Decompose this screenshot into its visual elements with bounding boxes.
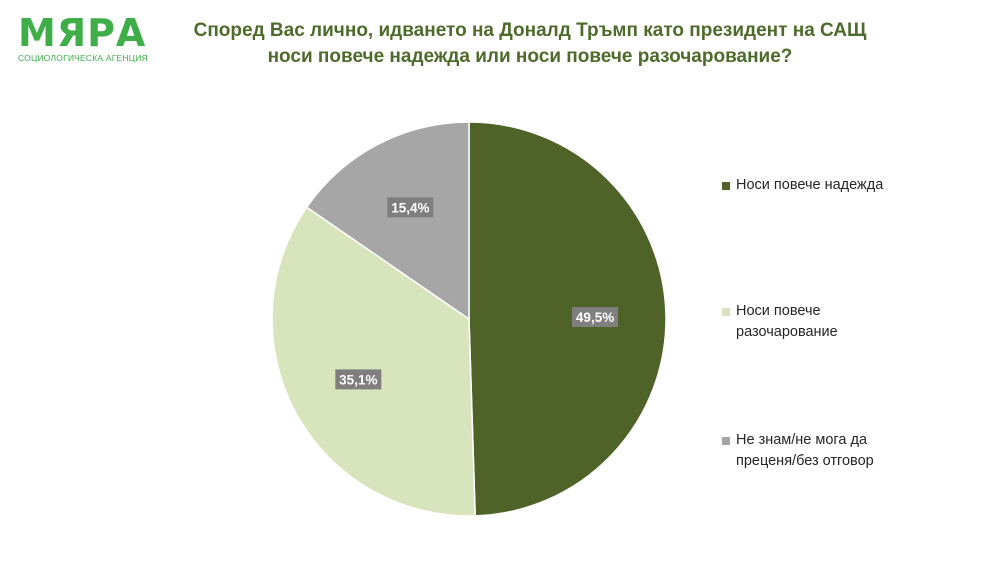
legend-label-dont-know-line-2: преценя/без отговор — [736, 453, 874, 469]
pie-slice-hope — [468, 121, 667, 517]
pie-label-hope: 49,5% — [572, 307, 619, 328]
pie-label-box-hope — [572, 307, 619, 328]
chart-title: Според Вас лично, идването на Доналд Тръ… — [180, 18, 880, 70]
pie-slice-dont-know — [305, 121, 470, 321]
legend-label-disappointment-line-2: разочарование — [736, 324, 838, 340]
pie-label-text-hope: 49,5% — [576, 310, 614, 325]
legend-swatch-hope — [722, 182, 730, 190]
legend-swatch-disappointment — [722, 308, 730, 316]
chart-title-line-2: носи повече надежда или носи повече разо… — [267, 46, 793, 67]
pie-data-labels: 49,5% 35,1% 15,4% — [335, 197, 619, 390]
legend-swatch-dont-know — [722, 437, 730, 445]
legend-item-dont-know: Не знам/не мога да преценя/без отговор — [722, 430, 962, 472]
pie-label-box-disappointment — [335, 369, 382, 390]
pie-slice-disappointment — [271, 206, 476, 517]
pie-label-text-disappointment: 35,1% — [339, 372, 377, 387]
pie-label-box-dont-know — [387, 197, 434, 218]
pie-label-dont-know: 15,4% — [387, 197, 434, 218]
pie-slices — [271, 121, 667, 517]
pie-label-disappointment: 35,1% — [335, 369, 382, 390]
pie-label-text-dont-know: 15,4% — [391, 200, 429, 215]
logo-tagline: СОЦИОЛОГИЧЕСКА АГЕНЦИЯ — [18, 53, 148, 63]
legend-label-disappointment-line-1: Носи повече — [736, 303, 821, 319]
legend-item-hope: Носи повече надежда — [722, 175, 962, 196]
logo: МЯРА СОЦИОЛОГИЧЕСКА АГЕНЦИЯ — [18, 14, 148, 63]
legend-label-dont-know-line-1: Не знам/не мога да — [736, 432, 868, 448]
legend-item-disappointment: Носи повече разочарование — [722, 301, 962, 343]
legend-label-hope: Носи повече надежда — [736, 177, 884, 193]
chart-title-line-1: Според Вас лично, идването на Доналд Тръ… — [193, 20, 867, 41]
logo-wordmark: МЯРА — [18, 11, 147, 55]
